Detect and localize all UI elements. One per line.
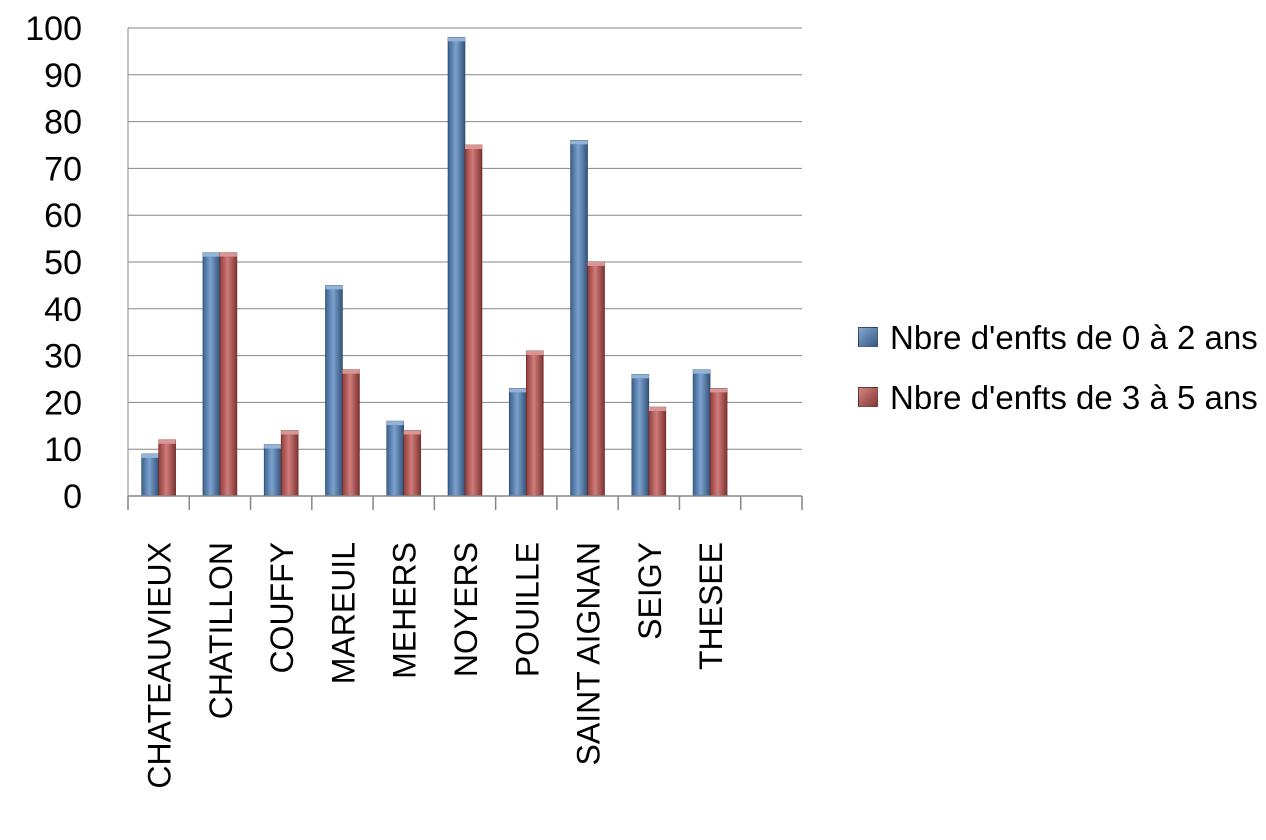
bar-1-mareuil	[325, 285, 343, 497]
bar-cap	[325, 285, 343, 290]
bar-2-saint-aignan	[587, 261, 605, 497]
y-tick-label: 90	[44, 57, 82, 95]
bar-cap	[570, 140, 588, 145]
x-tick-label: NOYERS	[448, 542, 484, 677]
bar-cap	[403, 430, 421, 435]
y-tick-label: 100	[25, 10, 82, 48]
y-tick-label: 10	[44, 431, 82, 469]
bar-cap	[526, 350, 544, 355]
bar-2-chateauvieux	[158, 439, 176, 497]
x-tick-label: MEHERS	[387, 542, 423, 679]
bar-cap	[648, 407, 666, 412]
bar-cap	[448, 37, 465, 42]
bar-cap	[693, 369, 711, 374]
bar-cap	[465, 145, 482, 149]
bar-1-saint-aignan	[570, 140, 588, 497]
legend-swatch-series-1	[858, 327, 878, 347]
y-tick-label: 30	[44, 338, 82, 376]
axes	[127, 28, 803, 510]
bar-cap	[264, 444, 282, 449]
bar-2-thesee	[709, 388, 728, 497]
y-axis-tick-labels: 0 10 20 30 40 50 60 70 80 90 100	[25, 10, 82, 516]
x-tick-label: MAREUIL	[325, 542, 361, 684]
x-tick-label: CHATEAUVIEUX	[142, 542, 178, 789]
bar-2-pouille	[525, 350, 544, 497]
bar-1-couffy	[263, 444, 282, 497]
bar-cap	[202, 252, 220, 257]
bar-2-seigy	[648, 406, 667, 497]
x-axis-tick-labels: CHATEAUVIEUX CHATILLON COUFFY MAREUIL MEHERS…	[142, 542, 729, 789]
legend-label-series-1: Nbre d'enfts de 0 à 2 ans	[890, 319, 1258, 356]
bar-1-mehers	[386, 420, 405, 497]
bar-1-noyers	[447, 37, 466, 497]
bar-2-couffy	[280, 430, 299, 497]
legend-item-series-2: Nbre d'enfts de 3 à 5 ans	[858, 374, 1258, 422]
bar-2-noyers	[464, 144, 483, 497]
bar-cap	[141, 453, 159, 458]
bar-cap	[281, 430, 299, 435]
bar-cap	[509, 388, 527, 393]
bar-1-chateauvieux	[141, 453, 159, 497]
y-tick-label: 70	[44, 150, 82, 188]
x-tick-label: SEIGY	[632, 542, 668, 640]
x-tick-label: SAINT AIGNAN	[571, 542, 607, 765]
y-tick-label: 40	[44, 291, 82, 329]
x-tick-label: COUFFY	[264, 542, 300, 674]
bar-2-mareuil	[342, 369, 360, 497]
y-tick-label: 60	[44, 197, 82, 235]
x-tick-label: POUILLE	[509, 542, 545, 677]
bar-1-chatillon	[202, 252, 221, 497]
bar-cap	[587, 262, 605, 266]
y-tick-label: 80	[44, 104, 82, 142]
bar-1-thesee	[692, 369, 711, 497]
bar-cap	[710, 388, 728, 393]
bar-cap	[342, 369, 360, 374]
bar-cap	[219, 252, 237, 257]
x-tick-label: CHATILLON	[203, 542, 239, 719]
legend-item-series-1: Nbre d'enfts de 0 à 2 ans	[858, 314, 1258, 362]
bar-1-pouille	[508, 388, 527, 497]
legend-label-series-2: Nbre d'enfts de 3 à 5 ans	[890, 379, 1258, 416]
y-tick-label: 0	[63, 478, 82, 516]
x-tick-label: THESEE	[693, 542, 729, 670]
bar-1-seigy	[631, 374, 650, 497]
bar-2-mehers	[403, 430, 422, 497]
y-tick-label: 50	[44, 244, 82, 282]
bar-cap	[631, 374, 649, 379]
legend-swatch-series-2	[858, 387, 878, 407]
y-tick-label: 20	[44, 384, 82, 422]
bar-cap	[386, 421, 404, 426]
bar-2-chatillon	[219, 252, 238, 497]
bars	[141, 37, 728, 497]
bar-cap	[158, 439, 176, 444]
legend: Nbre d'enfts de 0 à 2 ans Nbre d'enfts d…	[858, 314, 1258, 434]
